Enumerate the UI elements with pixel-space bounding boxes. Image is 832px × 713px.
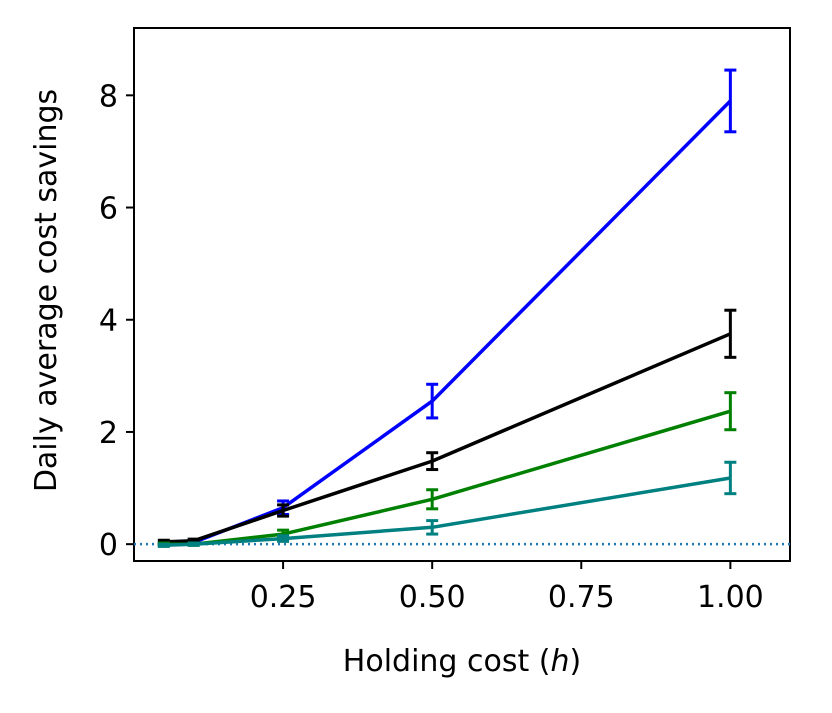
error-bar	[426, 451, 439, 472]
y-axis-label: Daily average cost savings	[29, 89, 64, 492]
x-axis-label-suffix: )	[570, 644, 582, 679]
error-bar	[724, 308, 737, 359]
x-axis-label-prefix: Holding cost (	[343, 644, 551, 679]
y-tick-label: 0	[99, 528, 118, 563]
error-bar	[724, 68, 737, 134]
x-tick-label: 1.00	[697, 580, 764, 615]
y-axis-ticks: 0 2 4 6 8	[99, 79, 134, 563]
error-bar	[426, 382, 439, 420]
error-bar	[426, 488, 439, 511]
y-tick-label: 2	[99, 416, 118, 451]
series-3	[157, 460, 737, 548]
x-axis-ticks: 0.25 0.50 0.75 1.00	[250, 561, 764, 615]
series-1	[157, 308, 737, 546]
plot-frame	[133, 27, 791, 562]
series-line	[163, 476, 731, 548]
series-line	[163, 99, 732, 546]
error-bar	[277, 534, 290, 543]
series-layer	[157, 68, 737, 548]
plot-area: 0.25 0.50 0.75 1.00 0 2 4 6 8	[99, 27, 791, 615]
error-bar	[187, 541, 200, 547]
y-tick-label: 4	[99, 304, 118, 339]
x-axis-label-variable: h	[550, 644, 569, 679]
y-tick-label: 8	[99, 79, 118, 114]
x-tick-label: 0.50	[399, 580, 466, 615]
error-bar	[277, 503, 290, 518]
error-bar	[426, 519, 439, 536]
error-bar	[724, 460, 737, 496]
series-0	[157, 68, 737, 547]
x-tick-label: 0.75	[548, 580, 615, 615]
error-bar	[157, 542, 170, 548]
y-tick-label: 6	[99, 192, 118, 227]
x-tick-label: 0.25	[250, 580, 317, 615]
x-axis-label: Holding cost (h)	[343, 644, 581, 679]
error-bar	[724, 391, 737, 432]
